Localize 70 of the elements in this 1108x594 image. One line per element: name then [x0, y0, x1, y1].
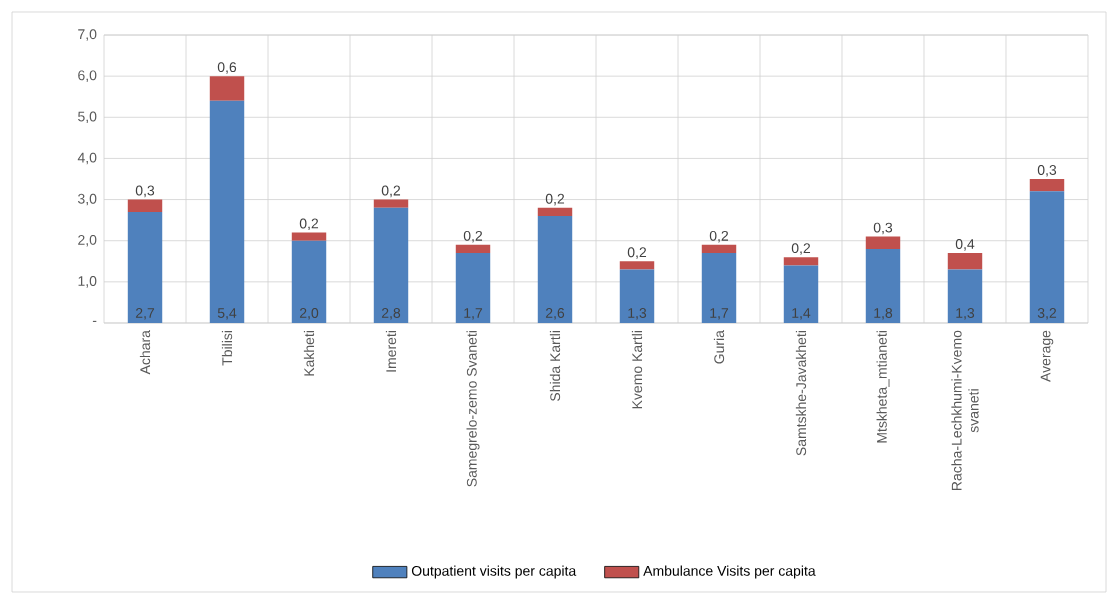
bar [127, 211, 163, 323]
bar [619, 269, 655, 323]
bar [373, 207, 409, 323]
bar [537, 216, 573, 323]
data-label: 3,2 [1037, 308, 1057, 320]
x-tick-label: Racha-Lechkhumi-Kvemo svaneti [951, 330, 979, 490]
data-label: 2,8 [381, 308, 401, 320]
x-tick-label: Tbilisi [221, 331, 233, 366]
x-tick-label: Samegrelo-zemo Svaneti [466, 331, 480, 487]
x-tick-label: Mtskheta_mtianeti [876, 331, 890, 443]
y-tick-label: - [92, 320, 97, 322]
x-tick-label: Average [1040, 330, 1054, 382]
data-label: 0,2 [627, 247, 647, 259]
bar [127, 199, 163, 212]
y-tick-label: 5,0 [78, 111, 97, 124]
x-tick-label: Achara [139, 330, 151, 375]
y-tick-label: 6,0 [78, 70, 97, 82]
data-label: 0,3 [135, 185, 155, 198]
bar [455, 253, 491, 323]
bar [783, 265, 819, 323]
data-label: 1,4 [792, 308, 811, 320]
bar [537, 207, 573, 217]
data-label: 0,2 [709, 230, 729, 243]
bar [1029, 179, 1065, 192]
bar [865, 236, 901, 249]
data-label: 2,6 [545, 308, 565, 320]
x-tick-label: Shida Kartli [549, 331, 561, 402]
bar [291, 240, 327, 323]
legend-label: Outpatient visits per capita [411, 565, 577, 579]
bar [373, 199, 409, 208]
data-label: 0,4 [955, 239, 975, 251]
x-tick-label: Kvemo Kartli [631, 331, 643, 409]
y-tick-label: 1,0 [78, 276, 97, 288]
bar [209, 100, 245, 323]
data-label: 0,2 [791, 243, 811, 255]
data-label: 0,3 [873, 222, 893, 235]
data-label: 0,2 [463, 230, 483, 243]
x-tick-label: Guria [713, 330, 725, 364]
y-tick-label: 7,0 [78, 29, 97, 41]
data-label: 1,3 [628, 308, 647, 320]
data-label: 0,2 [381, 185, 401, 198]
x-tick-label: Imereti [385, 331, 397, 372]
bar [455, 244, 491, 254]
bar [619, 261, 655, 270]
bar [209, 76, 245, 101]
x-tick-label: Samtskhe-Javakheti [795, 331, 807, 456]
data-label: 0,6 [217, 62, 237, 74]
bar [865, 248, 901, 323]
data-label: 2,0 [299, 308, 319, 320]
data-label: 1,7 [710, 308, 729, 320]
data-label: 1,3 [956, 308, 975, 320]
bar [701, 253, 737, 323]
y-tick-label: 2,0 [78, 234, 97, 247]
data-label: 2,7 [135, 308, 155, 320]
bar [701, 244, 737, 254]
y-tick-label: 4,0 [77, 152, 97, 165]
y-tick-label: 3,0 [78, 193, 97, 206]
data-label: 0,2 [545, 193, 565, 206]
data-label: 1,7 [464, 308, 483, 320]
bar [291, 232, 327, 241]
data-label: 0,3 [1037, 165, 1057, 177]
bar [783, 257, 819, 266]
data-label: 5,4 [217, 308, 237, 320]
bar [947, 269, 983, 323]
bar [1029, 191, 1065, 323]
data-label: 1,8 [874, 308, 893, 320]
legend-label: Ambulance Visits per capita [643, 565, 816, 579]
x-tick-label: Kakheti [303, 331, 315, 376]
data-label: 0,2 [299, 218, 319, 231]
bar [947, 253, 983, 270]
